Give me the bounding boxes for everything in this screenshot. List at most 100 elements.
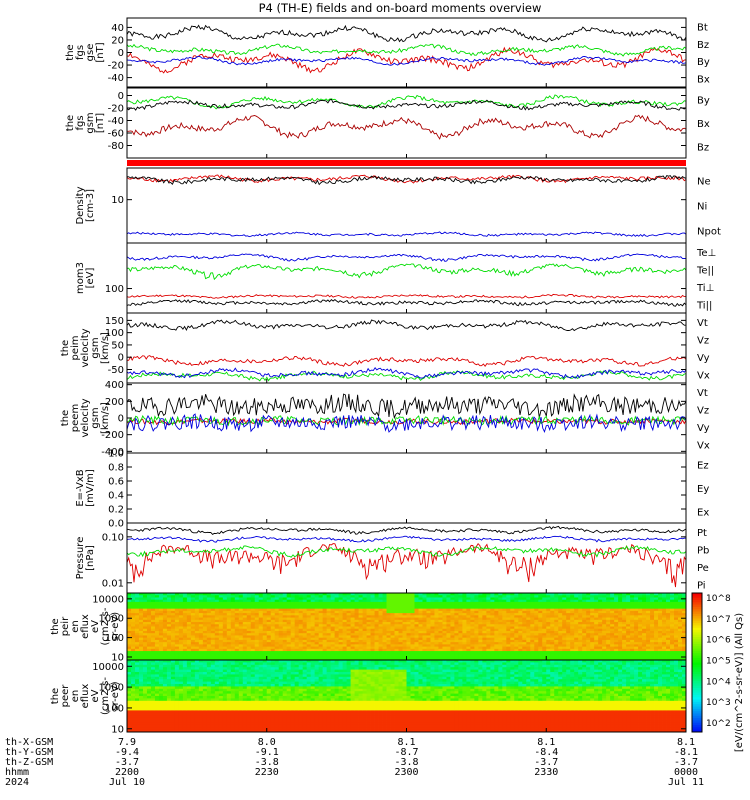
spectrogram-cell — [250, 613, 256, 616]
spectrogram-cell — [670, 613, 675, 616]
spectrogram-cell — [166, 710, 172, 714]
spectrogram-cell — [318, 619, 324, 623]
spectrogram-cell — [386, 619, 391, 623]
spectrogram-cell — [390, 613, 395, 616]
spectrogram-cell — [258, 599, 264, 603]
spectrogram-cell — [390, 597, 395, 601]
spectrogram-cell — [134, 644, 140, 647]
spectrogram-cell — [362, 606, 367, 610]
spectrogram-cell — [662, 604, 667, 607]
spectrogram-cell — [414, 635, 419, 639]
spectrogram-cell — [666, 657, 671, 661]
spectrogram-cell — [174, 667, 180, 670]
spectrogram-cell — [450, 606, 455, 610]
spectrogram-cell — [542, 630, 547, 634]
spectrogram-cell — [322, 646, 328, 650]
series-pe-line — [126, 545, 687, 558]
spectrogram-cell — [570, 651, 575, 654]
spectrogram-cell — [474, 617, 479, 621]
spectrogram-cell — [498, 628, 503, 632]
spectrogram-cell — [550, 633, 555, 636]
spectrogram-cell — [154, 653, 160, 656]
spectrogram-cell — [210, 635, 216, 639]
spectrogram-cell — [618, 628, 623, 632]
spectrogram-cell — [338, 624, 344, 627]
spectrogram-cell — [490, 610, 495, 614]
spectrogram-cell — [626, 599, 631, 603]
spectrogram-cell — [610, 630, 615, 634]
spectrogram-cell — [194, 676, 200, 680]
spectrogram-cell — [418, 630, 423, 634]
spectrogram-cell — [138, 698, 144, 702]
spectrogram-cell — [258, 646, 264, 650]
spectrogram-cell — [250, 595, 256, 598]
spectrogram-cell — [130, 712, 136, 716]
spectrogram-cell — [198, 639, 204, 643]
spectrogram-cell — [586, 593, 591, 596]
spectrogram-cell — [346, 606, 351, 610]
y-axis-label: gsm — [90, 407, 101, 428]
spectrogram-cell — [154, 710, 160, 714]
spectrogram-cell — [198, 648, 204, 652]
spectrogram-cell — [546, 601, 551, 605]
spectrogram-cell — [174, 672, 180, 675]
spectrogram-cell — [366, 593, 371, 596]
spectrogram-cell — [138, 712, 144, 716]
spectrogram-cell — [206, 639, 212, 643]
spectrogram-cell — [378, 655, 383, 659]
spectrogram-cell — [542, 622, 547, 625]
spectrogram-cell — [654, 646, 659, 650]
spectrogram-cell — [174, 624, 180, 627]
spectrogram-cell — [594, 606, 599, 610]
spectrogram-cell — [174, 628, 180, 632]
spectrogram-cell — [386, 615, 391, 618]
spectrogram-cell — [470, 630, 475, 634]
spectrogram-cell — [358, 608, 363, 612]
spectrogram-cell — [250, 646, 256, 650]
spectrogram-cell — [127, 635, 132, 639]
spectrogram-cell — [134, 703, 140, 706]
spectrogram-cell — [362, 644, 367, 647]
spectrogram-cell — [358, 630, 363, 634]
spectrogram-cell — [570, 648, 575, 652]
spectrogram-cell — [658, 619, 663, 623]
spectrogram-cell — [254, 599, 260, 603]
spectrogram-cell — [142, 639, 148, 643]
spectrogram-cell — [486, 635, 491, 639]
spectrogram-cell — [166, 644, 172, 647]
spectrogram-cell — [222, 601, 228, 605]
spectrogram-cell — [390, 604, 395, 607]
spectrogram-cell — [486, 653, 491, 656]
spectrogram-cell — [298, 599, 304, 603]
spectrogram-cell — [134, 700, 140, 704]
spectrogram-cell — [246, 608, 252, 612]
spectrogram-cell — [322, 628, 328, 632]
spectrogram-cell — [186, 691, 192, 694]
spectrogram-cell — [470, 657, 475, 661]
spectrogram-cell — [190, 644, 196, 647]
spectrogram-cell — [138, 727, 144, 730]
spectrogram-cell — [270, 657, 276, 661]
spectrogram-cell — [358, 622, 363, 625]
spectrogram-cell — [134, 724, 140, 728]
spectrogram-cell — [158, 727, 164, 730]
spectrogram-cell — [546, 633, 551, 636]
spectrogram-cell — [250, 626, 256, 630]
spectrogram-cell — [158, 613, 164, 616]
spectrogram-cell — [134, 595, 140, 598]
spectrogram-cell — [362, 653, 367, 656]
spectrogram-cell — [514, 657, 519, 661]
spectrogram-cell — [670, 653, 675, 656]
spectrogram-cell — [194, 729, 200, 733]
spectrogram-cell — [518, 595, 523, 598]
spectrogram-cell — [570, 657, 575, 661]
spectrogram-cell — [586, 597, 591, 601]
spectrogram-cell — [430, 635, 435, 639]
spectrogram-cell — [338, 639, 344, 643]
spectrogram-cell — [490, 604, 495, 607]
spectrogram-cell — [314, 655, 320, 659]
spectrogram-cell — [294, 646, 300, 650]
spectrogram-cell — [610, 642, 615, 645]
spectrogram-cell — [158, 657, 164, 661]
spectrogram-cell — [602, 604, 607, 607]
